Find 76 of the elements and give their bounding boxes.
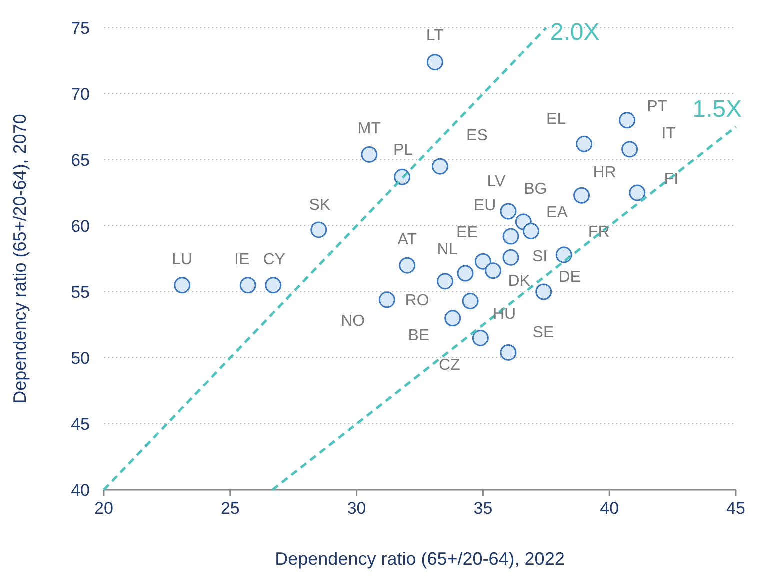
point [522,223,540,240]
y-tick-label: 60 [71,217,90,236]
point [437,273,454,290]
annotation: DK [508,272,531,290]
y-tick-label: 70 [71,85,90,104]
annotation: LU [172,251,193,268]
point [240,277,256,294]
y-tick-label: 50 [71,349,90,368]
point [472,330,489,346]
annotation: PT [647,98,668,116]
point [574,187,590,204]
point [432,158,448,175]
point [485,262,502,280]
y-tick-label: 75 [71,19,90,38]
series-label: 2.0X [550,19,600,46]
annotation: NL [437,242,458,259]
point [500,344,517,361]
annotation: EL [546,111,566,128]
series-label: 1.5X [692,96,742,123]
annotation: LV [487,173,506,190]
annotation: BG [524,181,548,198]
annotation: SE [532,324,554,342]
annotation: HU [493,306,516,324]
annotation: PL [394,142,414,160]
annotation: RO [405,292,430,310]
y-tick-label: 40 [71,481,90,500]
x-axis-title: Dependency ratio (65+/20-64), 2022 [275,549,565,569]
annotation: IE [234,251,250,268]
annotation: SI [532,248,548,266]
annotation: BE [408,327,430,344]
annotation: CY [263,251,286,268]
x-tick-label: 45 [726,499,746,518]
annotation: IT [662,125,676,142]
annotation: HR [593,164,616,182]
y-tick-label: 65 [71,151,90,170]
annotation: CZ [439,357,461,374]
point [378,292,396,308]
annotation: DE [558,269,581,286]
x-tick-label: 35 [474,499,493,518]
point [474,253,492,270]
annotation: LT [426,27,444,44]
annotation: FR [588,224,610,242]
point [622,141,638,158]
point [174,277,191,294]
point [444,310,462,327]
x-tick-label: 30 [347,499,366,518]
point [619,112,636,129]
point [502,249,520,266]
x-tick-label: 40 [600,499,620,518]
y-tick-label: 55 [71,283,90,302]
x-tick-label: 25 [220,499,240,518]
point [361,146,378,163]
annotation: NO [341,312,366,330]
point [426,54,444,71]
point [629,184,646,202]
point [502,228,520,245]
point [462,292,479,310]
point [536,284,552,300]
y-tick-label: 45 [71,415,90,434]
point [265,277,282,294]
annotation: FI [664,171,679,188]
x-tick-label: 20 [94,499,114,518]
y-axis-title: Dependency ratio (65+/20-64), 2070 [10,114,30,404]
annotation: ES [466,128,488,145]
point [399,257,416,274]
annotation: EU [474,198,496,215]
annotation: EA [546,204,568,222]
annotation: SK [309,196,331,214]
annotation: MT [358,120,382,138]
point [310,222,328,238]
point [576,136,593,152]
annotation: AT [398,232,418,249]
point [457,265,474,282]
point [556,246,572,264]
point [500,203,517,220]
annotation: EE [456,224,478,242]
